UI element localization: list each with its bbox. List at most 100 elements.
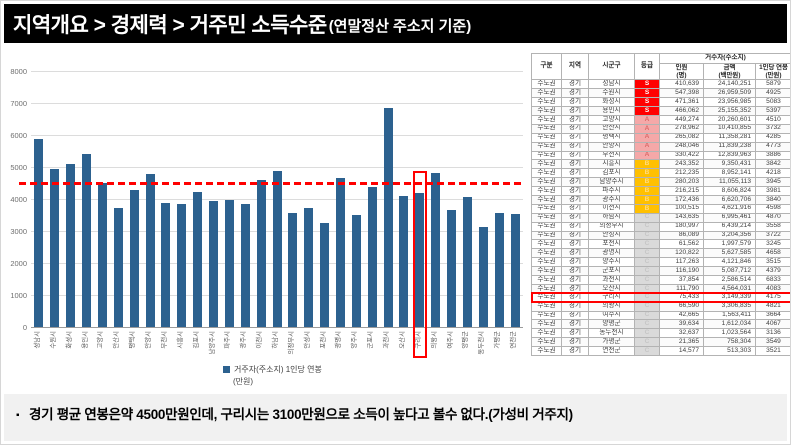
- chart-bar: [82, 154, 92, 327]
- cell-grade: A: [634, 123, 660, 134]
- x-axis-category-label: 하남시: [272, 331, 279, 349]
- cell-headcount: 471,361: [659, 97, 704, 108]
- cell-per-capita-salary: 3245: [755, 239, 790, 250]
- chart-bar: [399, 196, 409, 327]
- cell-per-capita-salary: 4870: [755, 212, 790, 223]
- cell-region: 경기: [561, 141, 589, 152]
- cell-grade: C: [634, 292, 660, 303]
- chart-bar: [209, 200, 219, 327]
- cell-city: 의왕시: [588, 301, 635, 312]
- table-row: 수도권 경기 안양시 A 248,046 11,839,238 4773: [531, 141, 790, 152]
- cell-city: 김포시: [588, 168, 635, 179]
- cell-region: 경기: [561, 106, 589, 116]
- cell-per-capita-salary: 4821: [755, 301, 790, 312]
- cell-amount: 9,350,431: [703, 159, 756, 170]
- cell-headcount: 278,962: [659, 123, 704, 134]
- chart-legend: 거주자(주소지) 1인당 연봉: [223, 364, 322, 375]
- cell-city: 구리시: [588, 292, 635, 303]
- cell-region: 경기: [561, 346, 589, 356]
- cell-headcount: 39,634: [659, 319, 704, 330]
- cell-region: 경기: [561, 203, 589, 214]
- cell-headcount: 14,577: [659, 346, 704, 356]
- table-container: 구분 지역 시군구 등급 거주자(주소지) 인원 (명) 금액 (백만원) 1인당 연봉 (만원) …: [530, 52, 790, 356]
- table-body: 수도권 경기 성남시 S 410,639 24,140,251 5879 수도권 경기 수원시 S 5…: [530, 79, 790, 356]
- cell-city: 의정부시: [588, 221, 635, 232]
- sub-header-line: (명): [676, 71, 687, 79]
- table-head: 구분 지역 시군구 등급 거주자(주소지) 인원 (명) 금액 (백만원) 1인당 연봉 (만원): [531, 52, 790, 81]
- x-axis-category-label: 파주시: [224, 331, 232, 349]
- chart-bar: [494, 213, 504, 327]
- cell-headcount: 100,515: [659, 203, 704, 214]
- cell-division: 수도권: [531, 239, 562, 250]
- cell-grade: A: [634, 132, 660, 143]
- y-axis-tick-label: 4000: [10, 194, 27, 204]
- y-axis-tick-label: 7000: [10, 98, 27, 108]
- sub-header-line: 금액: [723, 64, 736, 71]
- cell-amount: 1,023,564: [703, 328, 756, 339]
- cell-grade: B: [634, 203, 660, 214]
- table-row: 수도권 경기 성남시 S 410,639 24,140,251 5879: [531, 79, 790, 90]
- cell-amount: 2,586,514: [703, 274, 756, 285]
- cell-amount: 513,303: [703, 346, 756, 356]
- cell-city: 이천시: [588, 203, 635, 214]
- table-row: 수도권 경기 남양주시 B 280,203 11,055,113 3945: [531, 177, 790, 188]
- legend-series-label: 거주자(주소지) 1인당 연봉: [234, 365, 322, 374]
- table-row: 수도권 경기 가평군 C 21,365 758,304 3549: [531, 337, 790, 348]
- cell-grade: C: [634, 266, 660, 276]
- cell-region: 경기: [561, 292, 589, 303]
- cell-division: 수도권: [531, 114, 562, 125]
- x-axis-category-label: 안양시: [145, 331, 153, 349]
- legend-unit-label: (만원): [233, 377, 254, 386]
- cell-headcount: 32,637: [659, 328, 704, 339]
- cell-per-capita-salary: 5397: [755, 106, 790, 116]
- chart-bar: [351, 214, 361, 327]
- cell-headcount: 116,190: [659, 266, 704, 276]
- cell-per-capita-salary: 3515: [755, 257, 790, 268]
- cell-amount: 5,627,585: [703, 248, 756, 259]
- cell-per-capita-salary: 6833: [755, 274, 790, 285]
- table-row: 수도권 경기 부천시 A 330,422 12,839,963 3886: [531, 150, 790, 161]
- cell-grade: C: [634, 319, 660, 330]
- gridline: [31, 135, 523, 136]
- cell-grade: C: [634, 239, 660, 250]
- cell-headcount: 410,639: [659, 79, 704, 90]
- x-axis-category-label: 시흥시: [176, 331, 184, 349]
- cell-region: 경기: [561, 266, 589, 276]
- cell-amount: 6,995,461: [703, 212, 756, 223]
- cell-division: 수도권: [531, 186, 562, 196]
- cell-per-capita-salary: 3945: [755, 177, 790, 188]
- cell-grade: B: [634, 194, 660, 205]
- cell-grade: C: [634, 328, 660, 339]
- cell-amount: 4,621,916: [703, 203, 756, 214]
- cell-region: 경기: [561, 168, 589, 179]
- cell-grade: C: [634, 230, 660, 241]
- table-row: 수도권 경기 김포시 B 212,235 8,952,141 4218: [531, 168, 790, 179]
- column-header-2: 지역: [561, 52, 589, 81]
- table-row: 수도권 경기 포천시 C 61,562 1,997,579 3245: [531, 239, 790, 250]
- cell-grade: A: [634, 150, 660, 161]
- cell-city: 수원시: [588, 88, 635, 99]
- cell-per-capita-salary: 3842: [755, 159, 790, 170]
- table-row: 수도권 경기 용인시 S 466,062 25,155,352 5397: [531, 106, 790, 116]
- legend-marker-icon: [223, 366, 230, 373]
- cell-amount: 4,564,031: [703, 283, 756, 294]
- sub-header-1: 인원 (명): [659, 62, 704, 81]
- chart-bar: [335, 177, 345, 327]
- cell-region: 경기: [561, 123, 589, 134]
- cell-division: 수도권: [531, 212, 562, 223]
- cell-amount: 3,204,356: [703, 230, 756, 241]
- cell-headcount: 216,215: [659, 186, 704, 196]
- cell-grade: C: [634, 337, 660, 348]
- cell-region: 경기: [561, 319, 589, 330]
- cell-grade: A: [634, 114, 660, 125]
- table-row: 수도권 경기 여주시 C 42,665 1,563,411 3664: [531, 310, 790, 321]
- x-axis-category-label: 성남시: [33, 331, 41, 349]
- chart-bar: [462, 196, 472, 327]
- cell-amount: 12,839,963: [703, 150, 756, 161]
- cell-city: 용인시: [588, 106, 635, 116]
- cell-division: 수도권: [531, 283, 562, 294]
- cell-per-capita-salary: 4067: [755, 319, 790, 330]
- cell-grade: S: [634, 88, 660, 99]
- x-axis-category-label: 이천시: [256, 331, 264, 349]
